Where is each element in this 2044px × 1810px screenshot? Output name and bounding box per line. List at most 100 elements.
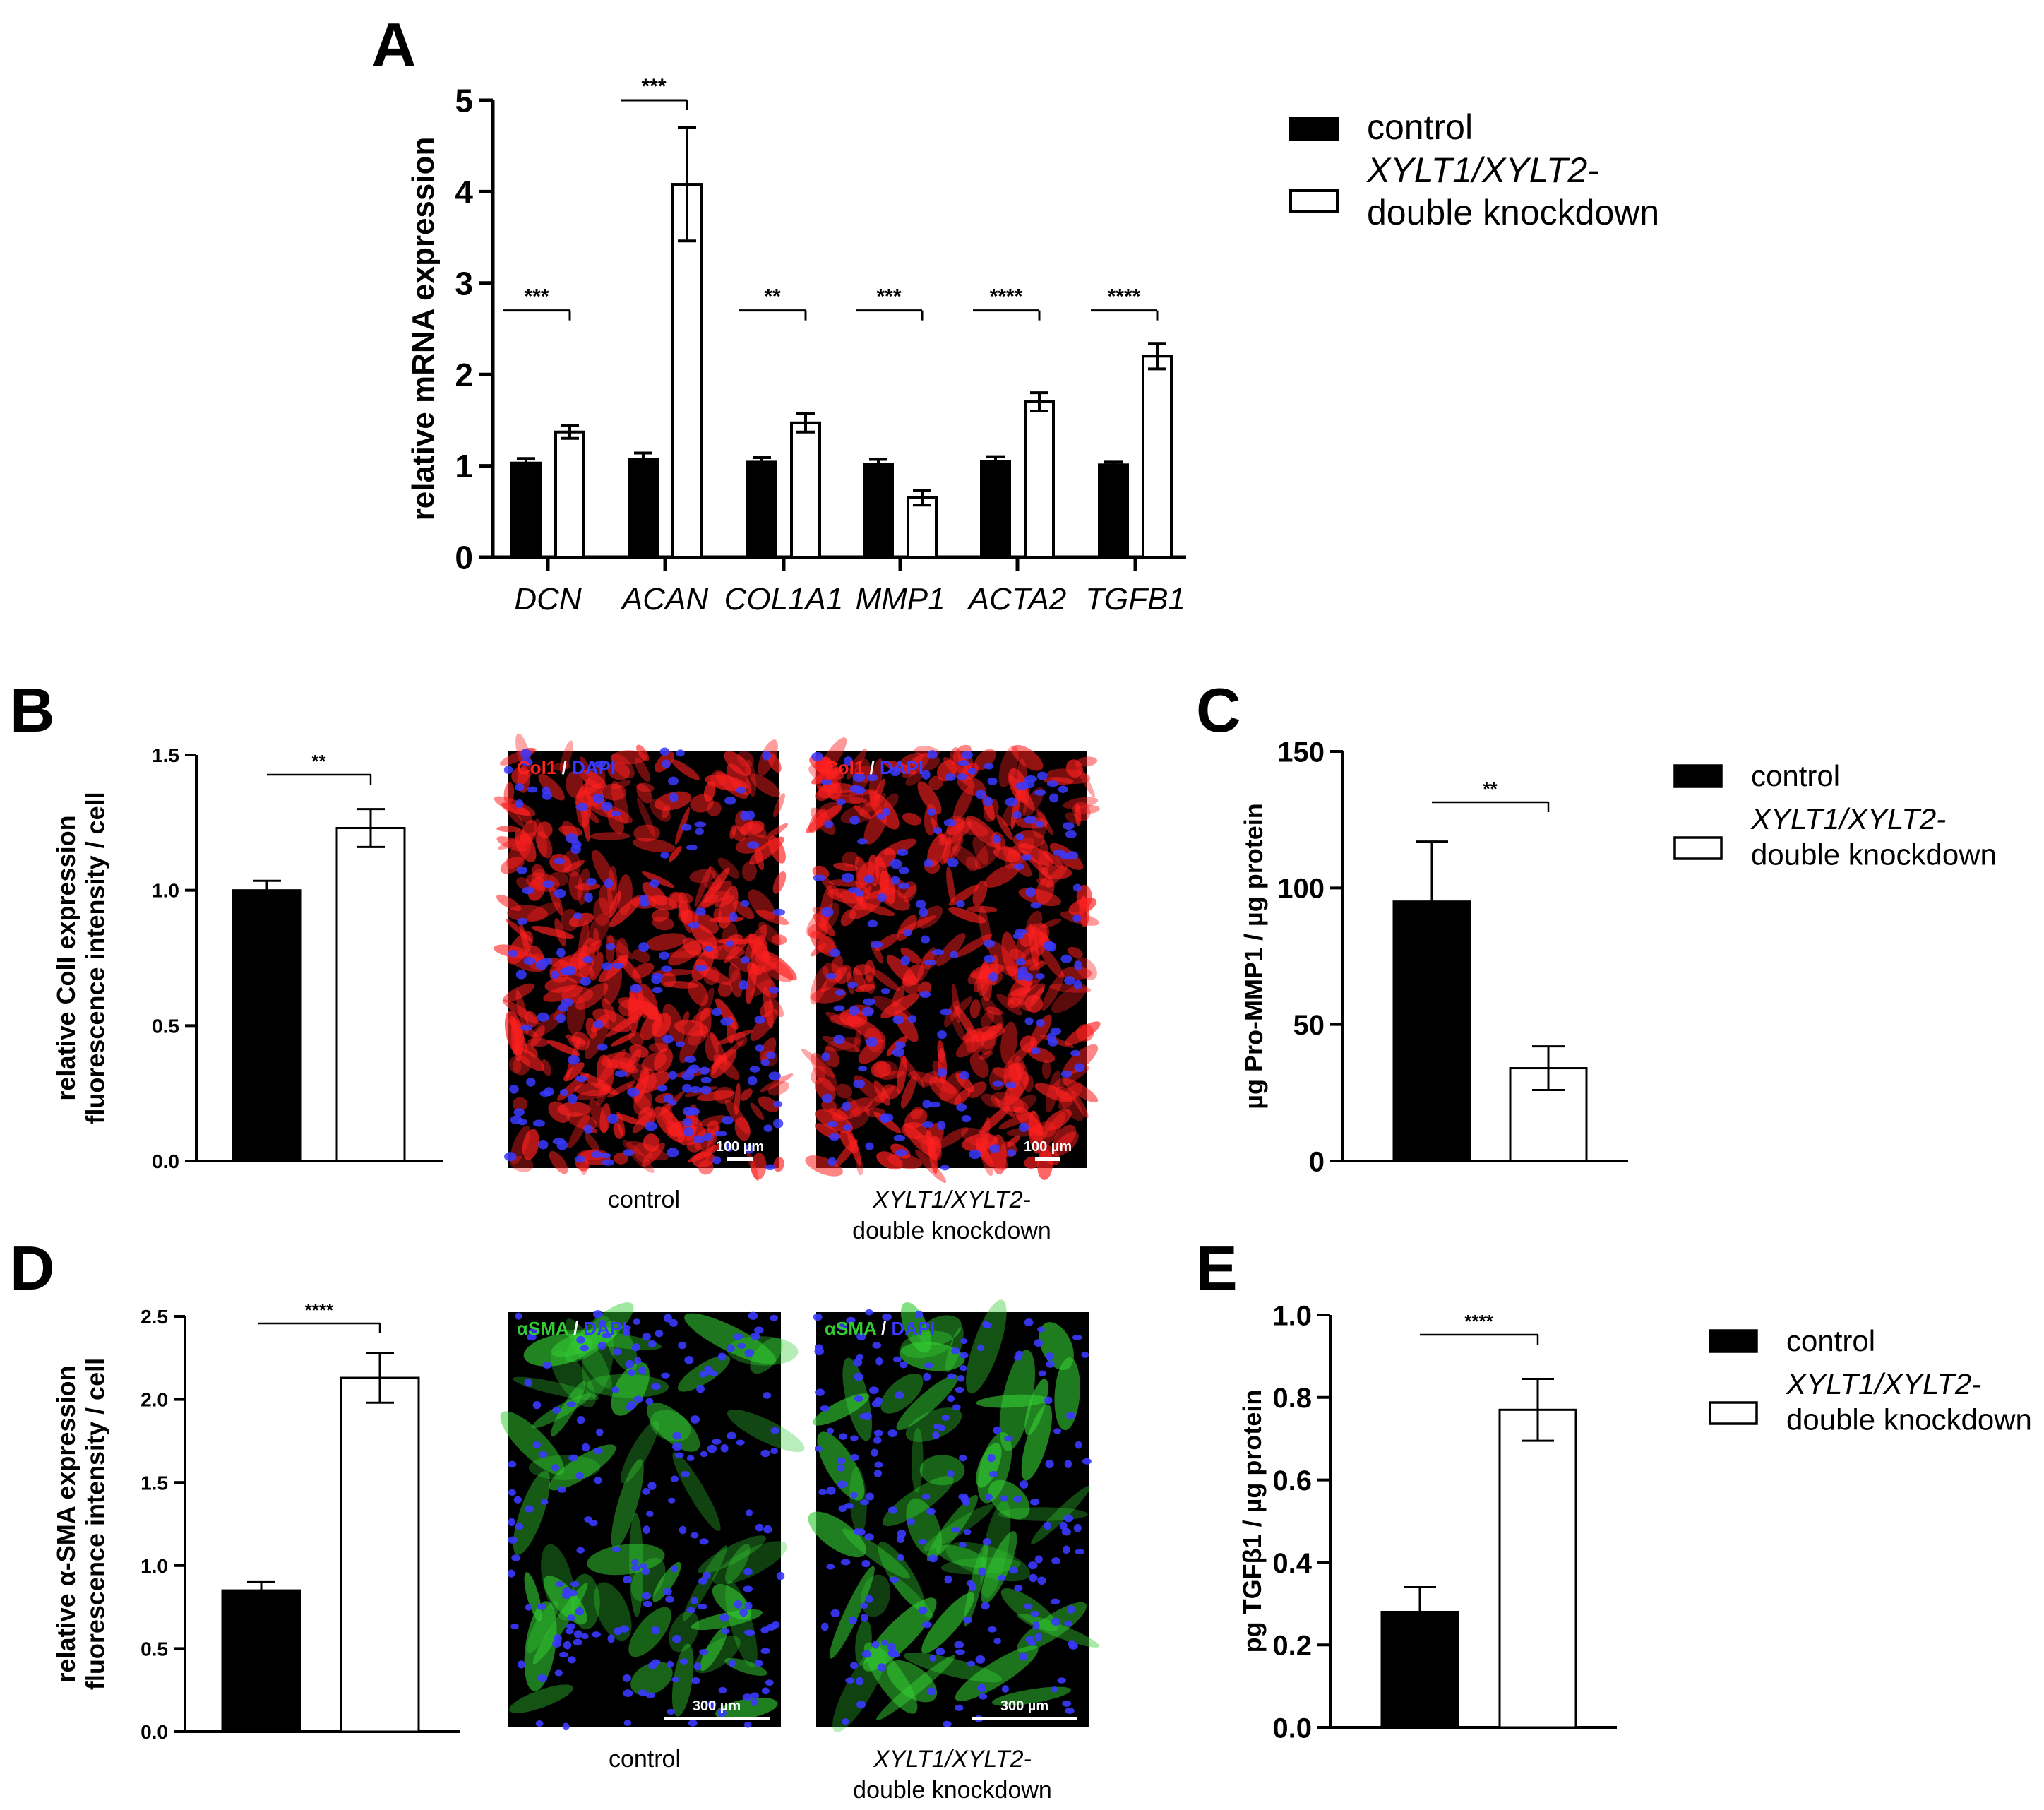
dapi-nucleus [508,1460,517,1468]
dapi-nucleus [1075,1441,1082,1449]
dapi-nucleus [602,1159,615,1166]
dapi-nucleus [841,873,854,883]
col1-signal [597,1049,626,1086]
col1-signal [674,1020,709,1037]
col1-signal [955,1032,988,1058]
dapi-nucleus [1028,1573,1038,1583]
dapi-nucleus [747,1076,758,1085]
dapi-nucleus [1024,816,1037,824]
dapi-nucleus [1062,822,1075,830]
dapi-nucleus [522,886,535,895]
dapi-nucleus [1035,973,1045,980]
dapi-nucleus [739,1608,748,1617]
dapi-nucleus [871,941,883,948]
dapi-nucleus [1036,771,1048,780]
dapi-nucleus [754,1326,764,1334]
dapi-nucleus [820,779,832,785]
stain-name: Col1 [517,757,556,778]
col1-signal [883,838,917,855]
dapi-nucleus [985,1494,993,1501]
dapi-nucleus [880,988,890,994]
dapi-nucleus [947,1470,955,1477]
dapi-nucleus [509,1085,519,1094]
dapi-nucleus [568,1054,580,1065]
dapi-nucleus [875,1357,883,1366]
dapi-nucleus [941,1415,950,1421]
y-tick-label: 0 [1309,1146,1325,1177]
dapi-nucleus [734,1600,743,1609]
col1-signal [686,1141,702,1153]
dapi-nucleus [643,1600,653,1607]
dapi-nucleus [563,965,576,976]
dapi-nucleus [813,874,826,881]
col1-signal [903,1123,933,1157]
dapi-nucleus [984,763,994,770]
dapi-nucleus [1074,1063,1085,1073]
col1-signal [626,1141,669,1161]
dapi-nucleus [1016,971,1025,981]
col1-signal [1007,978,1041,1006]
dapi-nucleus [700,1076,712,1084]
dapi-nucleus [582,1443,590,1452]
dapi-nucleus [814,1446,823,1452]
dapi-nucleus [594,1020,604,1029]
col1-signal [551,762,571,771]
dapi-nucleus [1038,1370,1046,1376]
col1-signal [635,1071,670,1094]
dapi-nucleus [598,1319,606,1327]
dapi-nucleus [663,1094,673,1103]
dapi-nucleus [655,1330,664,1338]
dapi-nucleus [1025,1635,1034,1643]
col1-signal [505,918,533,943]
col1-signal [875,1061,898,1077]
col1-signal [979,1050,993,1060]
micrograph-caption: XYLT1/XYLT2- [872,1186,1031,1213]
col1-signal [897,1052,926,1088]
dapi-nucleus [890,859,902,869]
col1-signal [1018,843,1053,867]
dapi-nucleus [956,900,965,908]
dapi-nucleus [976,1344,984,1352]
dapi-nucleus [815,1388,825,1396]
asma-signal [849,1467,867,1535]
dapi-nucleus [987,1626,997,1633]
dapi-nucleus [776,1571,785,1580]
col1-signal [500,802,531,816]
dapi-nucleus [1007,1149,1017,1157]
dapi-nucleus [645,1398,654,1405]
asma-signal [712,1541,787,1585]
dapi-nucleus [597,1043,608,1051]
col1-signal [531,926,575,939]
asma-signal [1031,1486,1091,1544]
dapi-nucleus [873,1429,883,1436]
y-tick-label: 5 [455,83,473,119]
dapi-nucleus [772,1119,784,1129]
dapi-nucleus [575,1472,585,1479]
col1-signal [1023,1074,1034,1092]
micrograph-cells [500,1302,805,1731]
asma-signal [604,1321,638,1372]
dapi-nucleus [932,1431,940,1440]
col1-signal [580,770,606,789]
col1-signal [1046,1070,1060,1113]
col1-signal [1071,1090,1089,1119]
col1-signal [1063,797,1099,809]
col1-signal [806,804,842,833]
col1-signal [928,1076,962,1105]
dapi-nucleus [622,1329,630,1337]
asma-signal [1024,1379,1048,1436]
col1-signal [628,1030,644,1047]
dapi-nucleus [846,1316,856,1324]
dapi-nucleus [515,799,524,809]
asma-signal [842,1528,910,1579]
dapi-nucleus [881,1639,889,1646]
dapi-nucleus [1062,1700,1072,1707]
dapi-nucleus [686,1455,695,1461]
dapi-nucleus [559,1651,568,1658]
dapi-nucleus [1063,1514,1074,1523]
dapi-nucleus [821,1622,829,1631]
dapi-nucleus [744,1602,753,1610]
dapi-nucleus [743,1568,753,1576]
dapi-nucleus [837,1464,845,1472]
y-tick-label: 0.0 [141,1721,168,1743]
